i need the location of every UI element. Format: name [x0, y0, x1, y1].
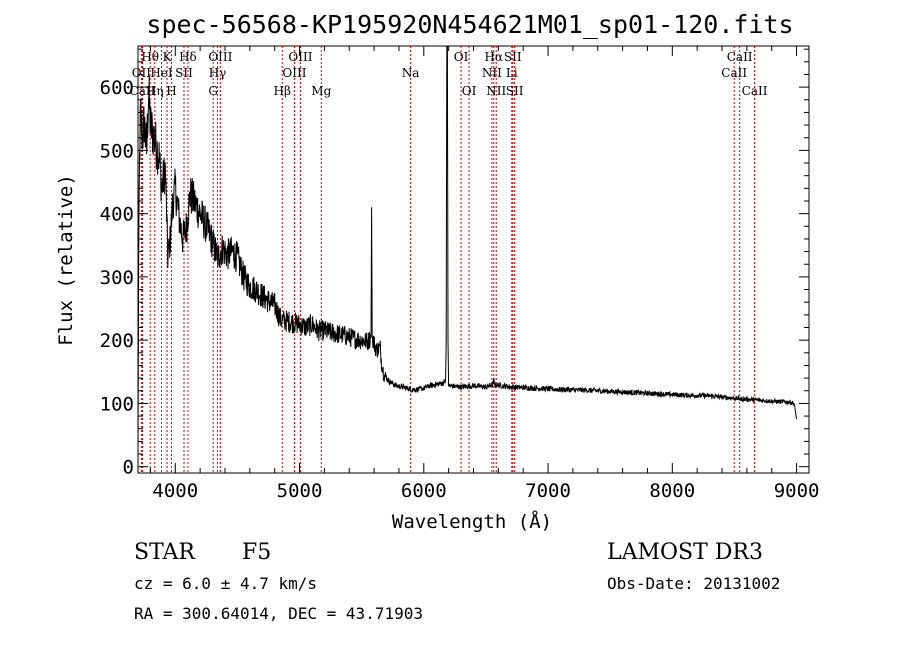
spectral-line-label: Hθ: [141, 50, 159, 64]
spectral-line-label: SII: [506, 84, 524, 98]
spectral-line-label: H: [166, 84, 176, 98]
spectral-line-label: Li: [506, 66, 518, 80]
object-class: STAR: [134, 540, 196, 565]
survey-name: LAMOST DR3: [607, 540, 763, 565]
spectral-line-label: G: [208, 84, 218, 98]
spectral-line-label: Hη: [146, 84, 164, 98]
spectral-line-label: NII: [486, 84, 506, 98]
spectral-line-label: OI: [454, 50, 469, 64]
x-tick-label: 5000: [277, 480, 323, 502]
x-axis: 4000 5000 6000 7000 8000 9000: [149, 46, 820, 502]
x-axis-label: Wavelength (Å): [392, 510, 552, 533]
object-subclass: F5: [242, 540, 271, 565]
y-tick-label: 300: [100, 267, 134, 289]
spectral-line-label: CaII: [742, 84, 768, 98]
obs-date: Obs-Date: 20131002: [607, 574, 780, 593]
spectral-line-label: Hδ: [179, 50, 197, 64]
spectral-line-label: CaII: [721, 66, 747, 80]
spectrum-group: [137, 46, 798, 454]
spectral-line-label: OIII: [288, 50, 312, 64]
y-tick-label: 600: [100, 77, 134, 99]
chart-title: spec-56568-KP195920N454621M01_sp01-120.f…: [146, 10, 793, 39]
spectral-line-label: OIII: [282, 66, 306, 80]
y-axis-label: Flux (relative): [55, 174, 77, 346]
spectral-line-label: OII: [132, 66, 152, 80]
coordinates-readout: RA = 300.64014, DEC = 43.71903: [134, 604, 423, 623]
y-tick-label: 500: [100, 140, 134, 162]
x-tick-label: 9000: [774, 480, 820, 502]
spectral-line-label: K: [163, 50, 173, 64]
spectral-line-label: Hγ: [209, 66, 227, 80]
spectral-line-label: NII: [482, 66, 502, 80]
spectrum-line: [137, 46, 798, 454]
y-tick-label: 0: [123, 457, 134, 479]
spectral-line-label: OI: [462, 84, 477, 98]
spectral-line-label: Hα: [484, 50, 503, 64]
x-tick-label: 8000: [649, 480, 695, 502]
plot-frame: [137, 45, 810, 474]
x-tick-label: 6000: [401, 480, 447, 502]
redshift-readout: cz = 6.0 ± 4.7 km/s: [134, 574, 317, 593]
y-tick-label: 200: [100, 330, 134, 352]
spectral-line-label: CaII: [727, 50, 753, 64]
spectral-line-label: SII: [175, 66, 193, 80]
y-tick-label: 400: [100, 204, 134, 226]
y-tick-label: 100: [100, 393, 134, 415]
spectral-line-label: HeI: [150, 66, 173, 80]
spectral-line-label: SII: [504, 50, 522, 64]
spectral-line-label: Na: [402, 66, 420, 80]
y-axis: 0 100 200 300 400 500 600: [100, 48, 809, 479]
spectral-line-label: Hβ: [274, 84, 291, 98]
spectral-line-label: Mg: [311, 84, 331, 98]
x-tick-label: 4000: [152, 480, 198, 502]
x-tick-label: 7000: [525, 480, 571, 502]
spectral-line-label: OIII: [208, 50, 232, 64]
